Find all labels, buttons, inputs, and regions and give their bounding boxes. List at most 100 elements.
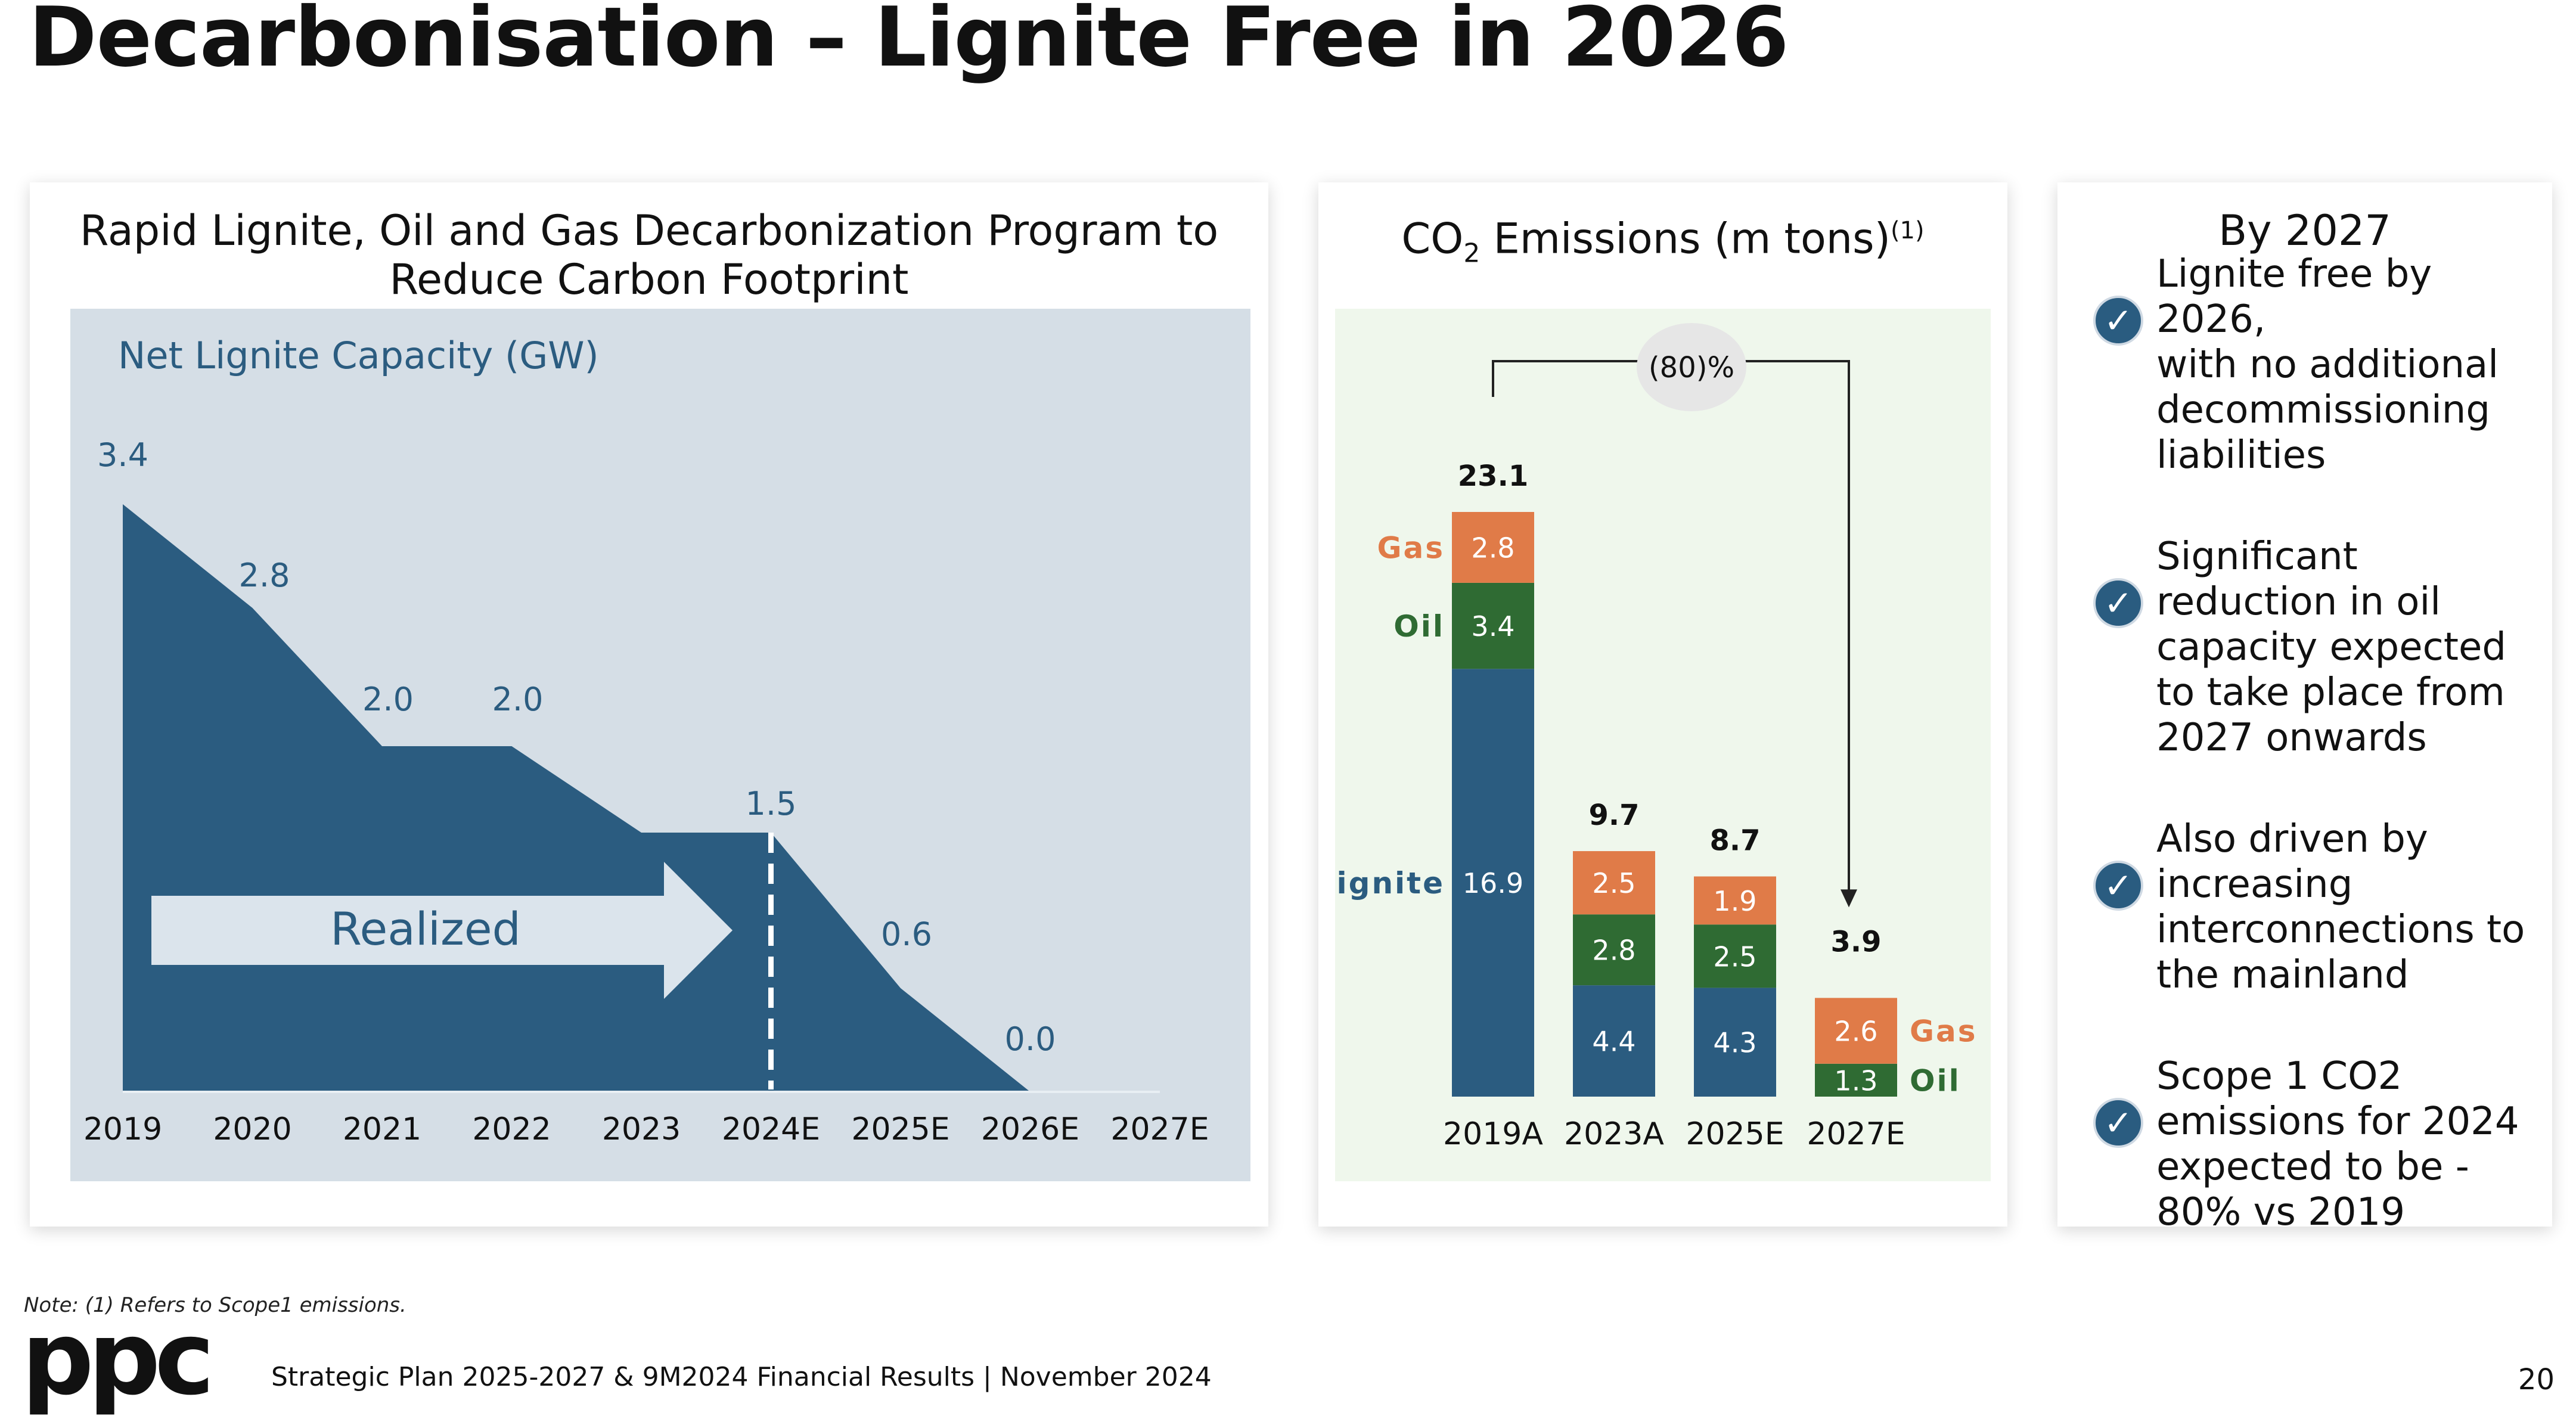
lignite-data-label: 0.6 <box>881 915 932 953</box>
check-icon: ✓ <box>2093 861 2143 911</box>
co2-title-sub: 2 <box>1463 238 1481 269</box>
co2-bar-lignite <box>1452 669 1534 1097</box>
outlook-bullet-line: Scope 1 CO2 <box>2156 1054 2403 1098</box>
check-icon: ✓ <box>2093 578 2143 628</box>
outlook-bullet-text: Lignite free by 2026, with no additional d… <box>2156 252 2534 478</box>
co2-chart-area: 16.9 3.4 2.8 23.1 2019A 4.4 2.8 2.5 9.7 2023A 4.3 2… <box>1335 309 1991 1181</box>
outlook-bullet-line: decommissioning <box>2156 388 2490 432</box>
lignite-x-tick: 2020 <box>213 1112 291 1147</box>
ppc-logo: ppc <box>21 1329 215 1418</box>
co2-bar-gas <box>1452 512 1534 583</box>
co2-legend-oil: Oil <box>1393 609 1445 644</box>
co2-segment-label: 2.6 <box>1834 1016 1877 1048</box>
co2-bar-lignite <box>1694 988 1776 1097</box>
co2-bar-oil <box>1573 914 1655 986</box>
co2-segment-label: 16.9 <box>1463 867 1523 899</box>
co2-total-label: 23.1 <box>1458 460 1528 493</box>
lignite-capacity-chart: Net Lignite Capacity (GW) Realized 3.4 2.8 2… <box>83 334 1209 1147</box>
co2-bar-lignite <box>1573 985 1655 1097</box>
co2-x-tick: 2027E <box>1807 1116 1905 1152</box>
outlook-bullet-text: Also driven by increasing interconnections… <box>2156 817 2525 998</box>
lignite-x-tick: 2022 <box>472 1112 551 1147</box>
co2-emissions-card: CO2 Emissions (m tons)(1) 16.9 3.4 2.8 23.1… <box>1318 182 2007 1227</box>
realized-label: Realized <box>330 902 521 955</box>
co2-segment-label: 4.4 <box>1592 1026 1635 1058</box>
co2-total-label: 9.7 <box>1588 799 1639 832</box>
lignite-data-label: 1.5 <box>746 785 797 822</box>
outlook-bullet-line: capacity expected <box>2156 625 2506 669</box>
co2-bar-gas <box>1573 851 1655 915</box>
outlook-bullet-line: emissions for 2024 <box>2156 1100 2519 1144</box>
lignite-x-tick: 2023 <box>602 1112 681 1147</box>
lignite-panel-title: Rapid Lignite, Oil and Gas Decarbonizati… <box>30 206 1268 304</box>
co2-bar-gas <box>1815 998 1897 1064</box>
co2-segment-label: 2.5 <box>1592 867 1635 899</box>
co2-segment-label: 1.9 <box>1713 885 1756 917</box>
co2-legend-gas: Gas <box>1377 530 1445 565</box>
outlook-bullet: ✓ Significant reduction in oil capacity exp… <box>2093 534 2534 760</box>
realized-arrow <box>151 862 733 999</box>
co2-segment-label: 2.8 <box>1592 935 1635 967</box>
co2-title-main: CO <box>1401 214 1464 263</box>
outlook-bullet: ✓ Scope 1 CO2 emissions for 2024 expected t… <box>2093 1054 2534 1235</box>
outlook-bullet-text: Significant reduction in oil capacity expe… <box>2156 534 2506 760</box>
lignite-x-tick: 2027E <box>1110 1112 1209 1147</box>
reduction-arrowhead <box>1841 889 1857 908</box>
co2-legend-lignite: Lignite <box>1335 866 1445 901</box>
co2-total-label: 8.7 <box>1709 824 1760 858</box>
outlook-bullet: ✓ Also driven by increasing interconnection… <box>2093 817 2534 998</box>
outlook-bullet-line: Lignite free by 2026, <box>2156 252 2432 342</box>
co2-segment-label: 2.5 <box>1713 940 1756 973</box>
outlook-bullet-line: to take place from <box>2156 670 2505 715</box>
check-icon: ✓ <box>2093 1098 2143 1148</box>
co2-segment-label: 3.4 <box>1471 610 1514 642</box>
reduction-bracket <box>1492 360 1850 891</box>
lignite-x-tick: 2026E <box>981 1112 1079 1147</box>
outlook-card: By 2027 ✓ Lignite free by 2026, with no ad… <box>2057 182 2552 1234</box>
outlook-bullet-line: Significant <box>2156 535 2358 579</box>
co2-legend-right-gas: Gas <box>1910 1014 1978 1049</box>
co2-bar-oil <box>1694 924 1776 988</box>
lignite-capacity-card: Rapid Lignite, Oil and Gas Decarbonizati… <box>30 182 1268 1227</box>
outlook-bullet-line: the mainland <box>2156 953 2409 997</box>
outlook-bullet-line: interconnections to <box>2156 908 2525 952</box>
lignite-x-tick: 2019 <box>83 1112 162 1147</box>
co2-title-rest: Emissions (m tons) <box>1480 214 1891 263</box>
co2-bar-oil <box>1452 582 1534 669</box>
page-title: Decarbonisation – Lignite Free in 2026 <box>29 0 1789 85</box>
co2-total-label: 3.9 <box>1830 925 1881 958</box>
outlook-bullet-line: 80% vs 2019 <box>2156 1190 2406 1234</box>
co2-bar-gas <box>1694 876 1776 925</box>
page-number: 20 <box>2518 1363 2555 1396</box>
outlook-bullet-line: liabilities <box>2156 433 2326 477</box>
outlook-bullet-line: with no additional <box>2156 343 2499 387</box>
footer-text: Strategic Plan 2025-2027 & 9M2024 Financ… <box>271 1362 1212 1392</box>
co2-emissions-chart: 16.9 3.4 2.8 23.1 2019A 4.4 2.8 2.5 9.7 2023A 4.3 2… <box>1335 323 1978 1152</box>
outlook-bullets: ✓ Lignite free by 2026, with no additional… <box>2093 252 2534 1291</box>
lignite-x-tick: 2021 <box>343 1112 421 1147</box>
check-icon: ✓ <box>2093 296 2143 346</box>
outlook-bullet-line: expected to be - <box>2156 1145 2469 1189</box>
co2-title-sup: (1) <box>1890 217 1925 244</box>
logo-text: ppc <box>21 1329 209 1418</box>
co2-segment-label: 4.3 <box>1713 1027 1756 1059</box>
lignite-data-label: 0.0 <box>1005 1020 1056 1058</box>
outlook-bullet-line: reduction in oil <box>2156 580 2441 624</box>
co2-legend-right-oil: Oil <box>1910 1063 1961 1098</box>
lignite-data-label: 2.0 <box>362 681 414 718</box>
outlook-title: By 2027 <box>2218 206 2391 255</box>
co2-x-tick: 2019A <box>1443 1116 1543 1152</box>
co2-segment-label: 2.8 <box>1471 532 1514 564</box>
co2-x-tick: 2023A <box>1564 1116 1664 1152</box>
lignite-data-label: 3.4 <box>97 436 148 474</box>
co2-segment-label: 1.3 <box>1834 1064 1877 1097</box>
reduction-bubble <box>1637 323 1746 411</box>
lignite-x-tick: 2025E <box>851 1112 949 1147</box>
lignite-data-label: 2.0 <box>492 681 544 718</box>
co2-panel-title: CO2 Emissions (m tons)(1) <box>1318 206 2007 278</box>
lignite-chart-title: Net Lignite Capacity (GW) <box>118 334 599 377</box>
reduction-label: (80)% <box>1649 351 1734 384</box>
outlook-bullet-line: Also driven by <box>2156 817 2428 861</box>
co2-bar-oil <box>1815 1063 1897 1097</box>
outlook-bullet-line: increasing <box>2156 862 2353 907</box>
